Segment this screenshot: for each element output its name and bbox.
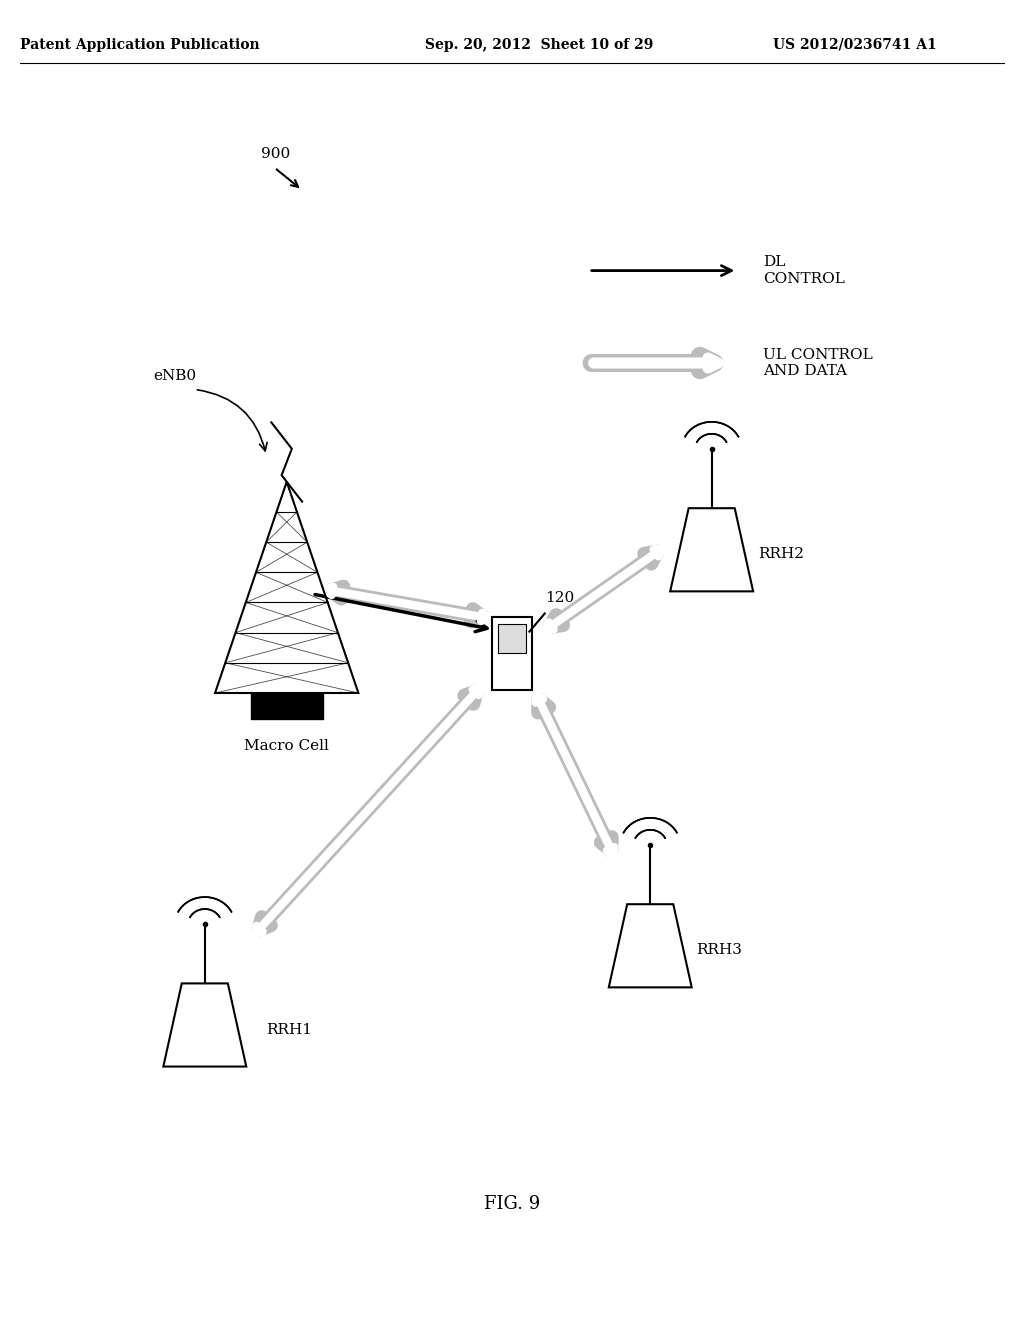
Text: eNB0: eNB0 <box>154 370 197 383</box>
Text: Patent Application Publication: Patent Application Publication <box>20 38 260 51</box>
Text: DL
CONTROL: DL CONTROL <box>763 256 845 285</box>
Text: UL CONTROL
AND DATA: UL CONTROL AND DATA <box>763 348 872 378</box>
Bar <box>492 618 532 689</box>
Text: Sep. 20, 2012  Sheet 10 of 29: Sep. 20, 2012 Sheet 10 of 29 <box>425 38 653 51</box>
Text: RRH1: RRH1 <box>266 1023 312 1036</box>
Text: 120: 120 <box>545 591 574 605</box>
Text: RRH3: RRH3 <box>696 944 742 957</box>
Bar <box>498 624 526 653</box>
Text: US 2012/0236741 A1: US 2012/0236741 A1 <box>773 38 937 51</box>
Text: Macro Cell: Macro Cell <box>245 739 329 754</box>
Text: FIG. 9: FIG. 9 <box>484 1195 540 1213</box>
Text: RRH2: RRH2 <box>758 548 804 561</box>
Text: 900: 900 <box>261 148 291 161</box>
Bar <box>251 693 323 719</box>
